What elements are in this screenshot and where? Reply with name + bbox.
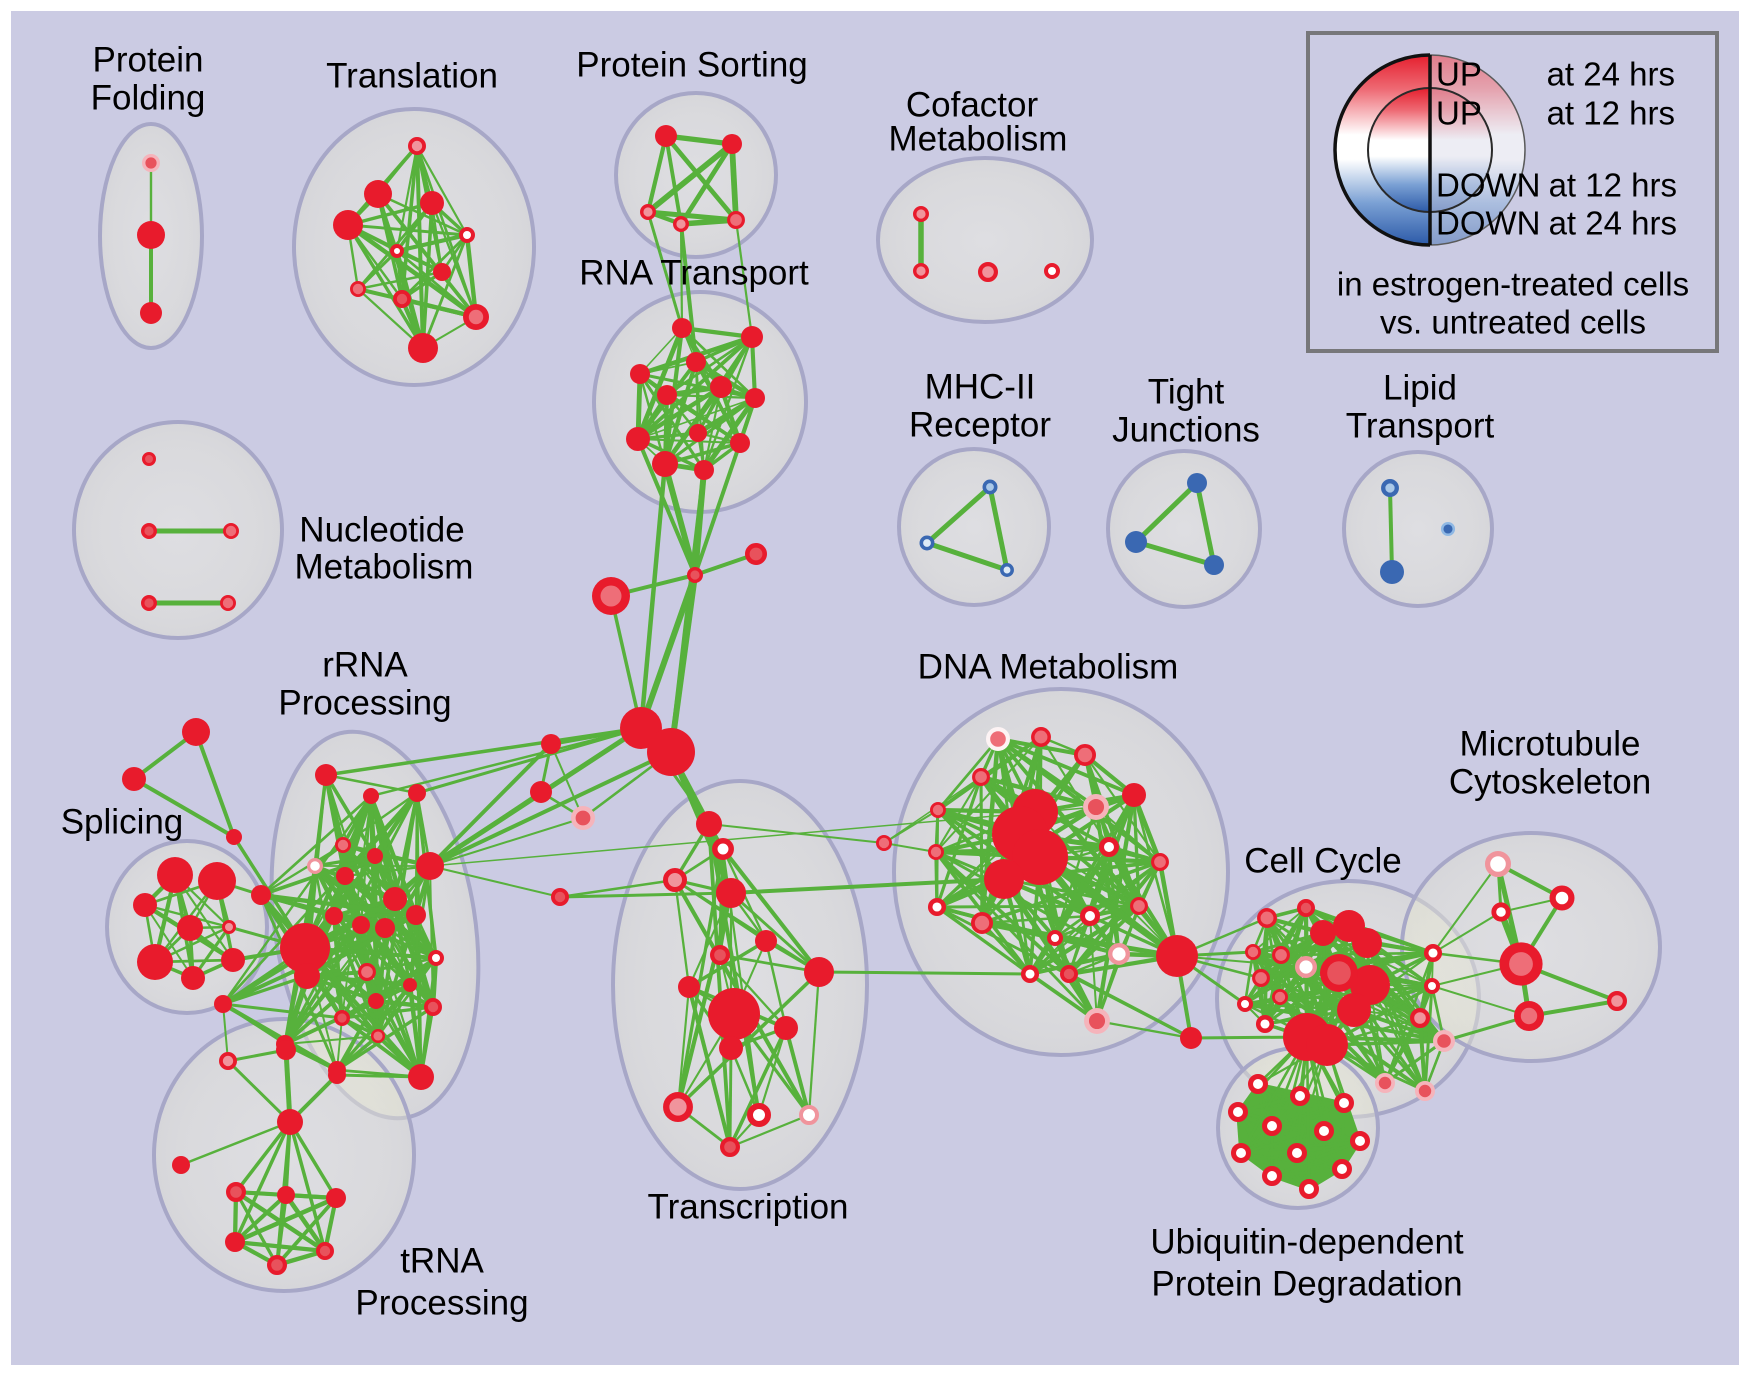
svg-text:Nucleotide: Nucleotide [299, 510, 464, 549]
svg-text:Cell Cycle: Cell Cycle [1244, 841, 1402, 880]
svg-text:DNA Metabolism: DNA Metabolism [918, 647, 1179, 686]
svg-text:Metabolism: Metabolism [295, 547, 474, 586]
svg-text:Microtubule: Microtubule [1460, 724, 1641, 763]
svg-text:DOWN: DOWN [1436, 167, 1540, 204]
svg-text:Metabolism: Metabolism [889, 119, 1068, 158]
svg-text:Folding: Folding [91, 78, 206, 117]
svg-text:RNA Transport: RNA Transport [579, 253, 809, 292]
svg-text:Lipid: Lipid [1383, 368, 1457, 407]
svg-text:DOWN: DOWN [1436, 205, 1540, 242]
svg-text:Cofactor: Cofactor [906, 85, 1039, 124]
svg-text:Protein Sorting: Protein Sorting [576, 45, 808, 84]
svg-text:in estrogen-treated cells: in estrogen-treated cells [1337, 266, 1689, 303]
svg-text:Tight: Tight [1148, 372, 1225, 411]
svg-text:Ubiquitin-dependent: Ubiquitin-dependent [1150, 1222, 1464, 1261]
svg-text:UP: UP [1436, 95, 1482, 132]
svg-text:rRNA: rRNA [322, 645, 408, 684]
svg-text:UP: UP [1436, 56, 1482, 93]
svg-text:vs. untreated cells: vs. untreated cells [1380, 304, 1646, 341]
svg-text:Junctions: Junctions [1112, 410, 1260, 449]
svg-text:at 12 hrs: at 12 hrs [1549, 167, 1677, 204]
svg-text:tRNA: tRNA [400, 1241, 484, 1280]
svg-text:Processing: Processing [278, 683, 451, 722]
svg-text:at 12 hrs: at 12 hrs [1547, 95, 1675, 132]
svg-text:MHC-II: MHC-II [925, 367, 1036, 406]
svg-text:Splicing: Splicing [61, 802, 184, 841]
svg-text:at 24 hrs: at 24 hrs [1547, 56, 1675, 93]
svg-text:Protein: Protein [93, 40, 204, 79]
svg-text:Transport: Transport [1346, 406, 1495, 445]
svg-text:at 24 hrs: at 24 hrs [1549, 205, 1677, 242]
svg-text:Transcription: Transcription [648, 1187, 849, 1226]
svg-text:Receptor: Receptor [909, 405, 1051, 444]
svg-text:Cytoskeleton: Cytoskeleton [1449, 762, 1651, 801]
svg-text:Processing: Processing [355, 1283, 528, 1322]
svg-text:Translation: Translation [326, 56, 498, 95]
svg-text:Protein Degradation: Protein Degradation [1151, 1264, 1462, 1303]
